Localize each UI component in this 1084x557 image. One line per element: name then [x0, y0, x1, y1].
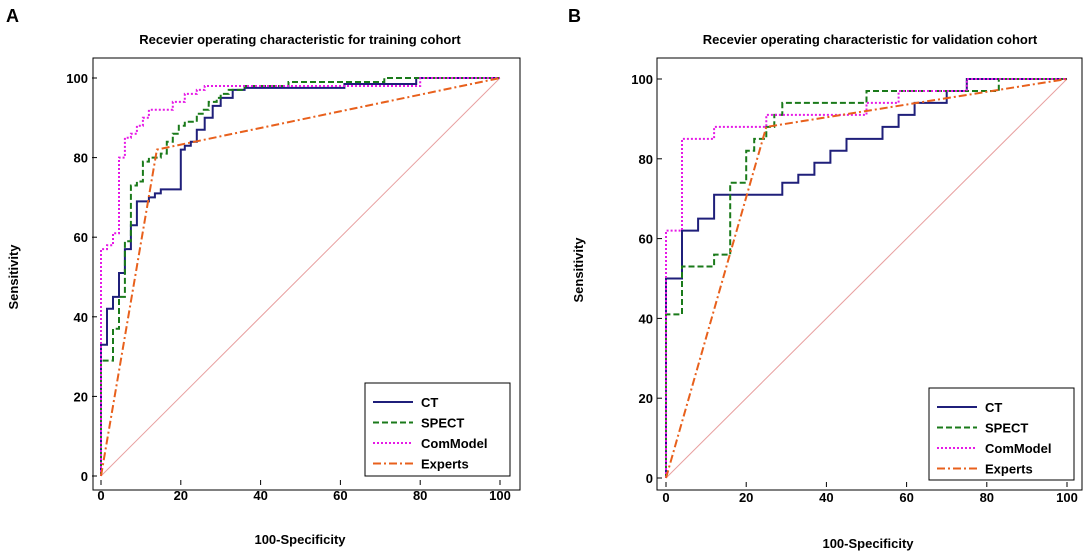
- series-reference-line-b: [665, 78, 1068, 479]
- y-tick-label-a: 20: [74, 389, 88, 404]
- x-axis-label-b: 100-Specificity: [822, 536, 914, 551]
- series-experts-line-a: [100, 77, 501, 477]
- series-commodel-line-b: [665, 78, 1067, 478]
- y-tick-label-a: 60: [74, 230, 88, 245]
- series-reference-line-a: [100, 77, 501, 477]
- y-tick-label-a: 80: [74, 151, 88, 166]
- panel-b: B Recevier operating characteristic for …: [568, 6, 1083, 551]
- panel-a: A Recevier operating characteristic for …: [6, 6, 521, 547]
- x-tick-label-b: 100: [1056, 490, 1078, 505]
- y-tick-label-b: 40: [639, 311, 653, 326]
- legend-label-spect-b: SPECT: [985, 421, 1028, 436]
- y-tick-label-b: 80: [639, 152, 653, 167]
- x-tick-label-b: 80: [980, 490, 994, 505]
- legend-box-b: [928, 387, 1075, 481]
- legend-label-experts-b: Experts: [985, 462, 1033, 477]
- x-tick-label-a: 60: [333, 488, 347, 503]
- x-tick-label-a: 40: [253, 488, 267, 503]
- legend-box-a: [364, 382, 511, 477]
- y-tick-label-b: 100: [631, 72, 653, 87]
- axis-ticks-a: 0 20 40 60 80 100 0 20 40 60 80 100: [66, 71, 511, 503]
- series-ct-line-b: [665, 78, 1067, 478]
- legend-label-commodel-a: ComModel: [421, 436, 487, 451]
- series-group-b: [665, 78, 1068, 479]
- x-tick-label-a: 100: [489, 488, 511, 503]
- legend-label-ct-a: CT: [421, 395, 438, 410]
- x-axis-label-a: 100-Specificity: [254, 532, 346, 547]
- legend-label-experts-a: Experts: [421, 457, 469, 472]
- y-tick-label-b: 60: [639, 232, 653, 247]
- legend-label-spect-a: SPECT: [421, 416, 464, 431]
- chart-title-a: Recevier operating characteristic for tr…: [139, 32, 461, 47]
- x-tick-label-b: 0: [662, 490, 669, 505]
- chart-title-b: Recevier operating characteristic for va…: [703, 32, 1038, 47]
- y-axis-label-a: Sensitivity: [6, 244, 21, 310]
- series-group-a: [100, 77, 501, 477]
- x-tick-label-a: 80: [413, 488, 427, 503]
- x-tick-label-b: 60: [899, 490, 913, 505]
- plot-frame-b: [656, 57, 1083, 491]
- legend-label-ct-b: CT: [985, 400, 1002, 415]
- legend-a: CT SPECT ComModel Experts: [364, 382, 511, 477]
- panel-letter-b: B: [568, 6, 581, 26]
- series-commodel-line-a: [100, 77, 500, 476]
- x-tick-label-b: 40: [819, 490, 833, 505]
- y-axis-label-b: Sensitivity: [571, 237, 586, 303]
- x-tick-label-b: 20: [739, 490, 753, 505]
- axis-ticks-b: 0 20 40 60 80 100 0 20 40 60 80 100: [631, 72, 1078, 505]
- panel-letter-a: A: [6, 6, 19, 26]
- series-spect-line-b: [665, 78, 1067, 478]
- x-tick-label-a: 20: [174, 488, 188, 503]
- legend-label-commodel-b: ComModel: [985, 441, 1051, 456]
- x-tick-label-a: 0: [97, 488, 104, 503]
- legend-b: CT SPECT ComModel Experts: [928, 387, 1075, 481]
- y-tick-label-b: 0: [646, 471, 653, 486]
- y-tick-label-b: 20: [639, 391, 653, 406]
- y-tick-label-a: 100: [66, 71, 88, 86]
- y-tick-label-a: 40: [74, 310, 88, 325]
- plot-frame-a: [92, 57, 521, 491]
- y-tick-label-a: 0: [81, 469, 88, 484]
